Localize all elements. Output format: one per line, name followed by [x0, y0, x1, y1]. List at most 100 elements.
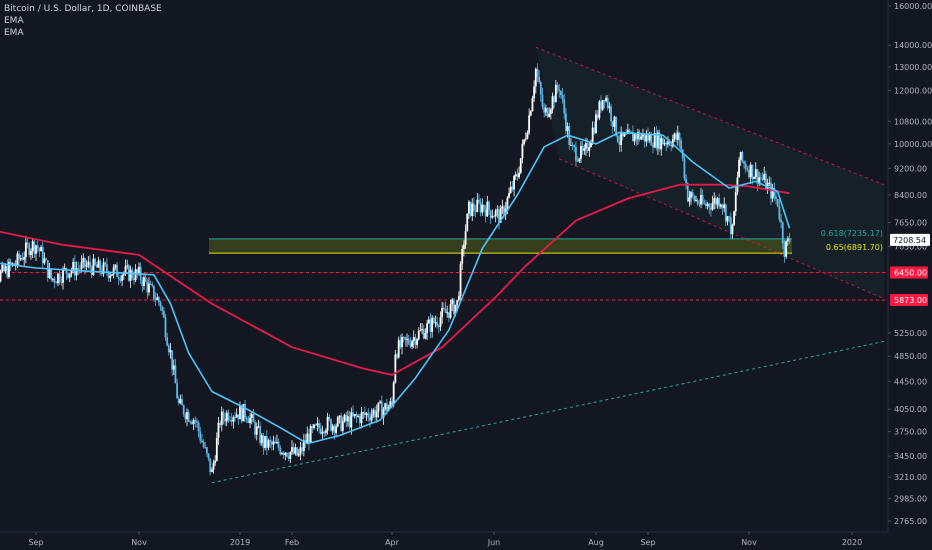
- candle: [595, 110, 597, 134]
- candle: [676, 125, 679, 146]
- candle-body: [276, 441, 278, 444]
- candle: [424, 328, 427, 340]
- candle: [269, 436, 272, 448]
- candle-body: [234, 417, 236, 419]
- candle-body: [551, 96, 554, 110]
- candle: [749, 162, 752, 185]
- y-tick-label: 3450.00: [894, 452, 927, 461]
- symbol-title[interactable]: Bitcoin / U.S. Dollar, 1D, COINBASE: [4, 4, 162, 14]
- candle-body: [309, 426, 312, 444]
- candle-body: [706, 203, 709, 207]
- candle: [18, 250, 21, 266]
- candle-body: [330, 419, 332, 431]
- candle: [726, 216, 729, 226]
- candle-body: [377, 402, 380, 412]
- candle-body: [84, 258, 86, 268]
- candle: [662, 137, 664, 145]
- candle-body: [581, 145, 584, 151]
- candle-body: [201, 440, 203, 443]
- candle-body: [705, 203, 707, 207]
- candle: [447, 312, 450, 323]
- candle: [94, 257, 96, 267]
- candle-body: [267, 440, 270, 448]
- candle: [129, 265, 132, 289]
- candle: [26, 237, 29, 249]
- candle: [114, 264, 117, 271]
- ema-indicator-2[interactable]: EMA: [4, 28, 24, 38]
- candle: [498, 205, 500, 230]
- candle-body: [229, 419, 231, 421]
- candle: [73, 255, 76, 281]
- channel-upper-line[interactable]: [535, 46, 885, 186]
- candle: [234, 411, 236, 422]
- candle-body: [469, 201, 472, 216]
- candle: [85, 260, 88, 271]
- candle: [643, 133, 646, 148]
- candle-body: [786, 238, 789, 241]
- candle-body: [575, 147, 577, 161]
- candle: [738, 156, 740, 178]
- candle-body: [161, 307, 164, 311]
- candle: [284, 452, 287, 461]
- candle-body: [167, 345, 170, 353]
- candle: [255, 422, 258, 441]
- support-trendline[interactable]: [211, 340, 885, 484]
- candle-body: [543, 107, 546, 113]
- candle-body: [665, 142, 668, 145]
- x-tick-label: Nov: [131, 538, 147, 547]
- candle: [166, 332, 169, 347]
- candle-body: [753, 177, 755, 180]
- candle-body: [30, 250, 32, 255]
- candle: [6, 259, 9, 279]
- candle: [731, 223, 734, 239]
- chart-legend: Bitcoin / U.S. Dollar, 1D, COINBASE EMA …: [4, 3, 162, 39]
- candle-body: [225, 412, 228, 422]
- candle: [201, 434, 203, 443]
- candle: [121, 273, 124, 287]
- candle-body: [404, 337, 407, 341]
- candle-body: [237, 414, 240, 420]
- candle: [355, 411, 358, 423]
- candle-body: [412, 336, 415, 342]
- candle: [184, 412, 187, 423]
- candle-body: [519, 158, 522, 173]
- ema-indicator-1[interactable]: EMA: [4, 16, 24, 26]
- candle: [718, 193, 721, 210]
- candle: [508, 187, 510, 199]
- candle-body: [134, 269, 137, 281]
- candle-body: [379, 401, 382, 403]
- candle-body: [360, 412, 363, 424]
- ema-slow-line[interactable]: [0, 183, 790, 376]
- candle-body: [741, 151, 744, 162]
- candle-body: [396, 354, 398, 358]
- candle: [570, 138, 572, 146]
- candle-body: [286, 452, 288, 457]
- candle-body: [647, 134, 649, 141]
- candle-body: [341, 421, 344, 431]
- candle: [162, 307, 165, 319]
- candle: [693, 194, 696, 203]
- candle-body: [48, 269, 51, 278]
- candle: [427, 316, 430, 324]
- candle: [281, 451, 283, 456]
- candle-body: [374, 409, 376, 418]
- candle: [479, 198, 482, 217]
- candle: [526, 130, 529, 140]
- candle: [186, 408, 188, 427]
- candle-body: [744, 163, 747, 170]
- candle: [109, 272, 112, 282]
- x-tick-label: Sep: [28, 538, 43, 547]
- candle-body: [549, 109, 552, 114]
- candle: [416, 338, 418, 349]
- channel-lower-line[interactable]: [559, 158, 885, 300]
- candle-body: [680, 140, 683, 150]
- last-price-tag: [890, 233, 930, 246]
- candle-body: [205, 447, 208, 454]
- candle-body: [151, 284, 154, 286]
- candle-body: [429, 319, 432, 332]
- candle: [437, 324, 440, 334]
- ema-fast-line[interactable]: [0, 131, 791, 445]
- drawing-layer: 0.618(7235.17) 0.65(6891.70): [0, 46, 888, 484]
- candle-body: [282, 453, 285, 456]
